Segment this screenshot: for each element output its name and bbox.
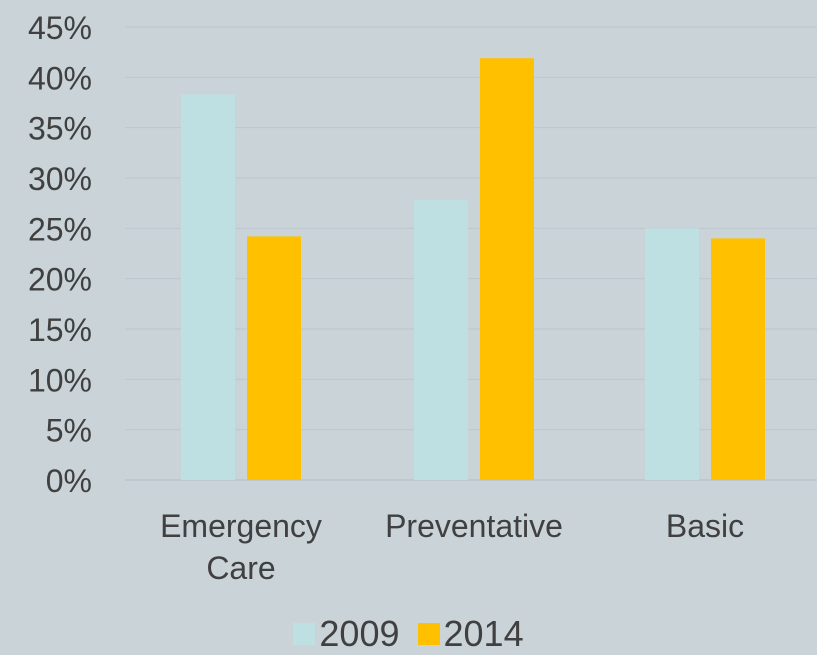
x-category-label: Preventative xyxy=(385,508,563,544)
y-tick-label: 40% xyxy=(28,60,92,96)
x-category-label: Basic xyxy=(666,508,744,544)
bar-2014-0 xyxy=(247,236,301,480)
x-category-label: Care xyxy=(206,550,275,586)
y-tick-label: 5% xyxy=(46,413,92,449)
bar-2014-2 xyxy=(711,238,765,480)
bar-2009-2 xyxy=(645,228,699,480)
legend-label: 2014 xyxy=(443,613,524,654)
y-tick-label: 35% xyxy=(28,111,92,147)
legend: 2009 2014 xyxy=(0,613,817,655)
bar-2009-1 xyxy=(414,200,468,480)
legend-swatch xyxy=(417,623,440,645)
legend-item: 2014 xyxy=(417,613,524,655)
bar-2014-1 xyxy=(480,58,534,480)
y-tick-label: 45% xyxy=(28,10,92,46)
y-tick-label: 0% xyxy=(46,463,92,499)
legend-swatch xyxy=(293,623,316,645)
y-tick-label: 30% xyxy=(28,161,92,197)
bar-2009-0 xyxy=(181,94,235,481)
x-category-label: Emergency xyxy=(160,508,322,544)
y-tick-label: 10% xyxy=(28,362,92,398)
y-tick-label: 20% xyxy=(28,262,92,298)
legend-label: 2009 xyxy=(319,613,400,654)
y-tick-label: 25% xyxy=(28,211,92,247)
legend-item: 2009 xyxy=(293,613,400,655)
y-tick-label: 15% xyxy=(28,312,92,348)
